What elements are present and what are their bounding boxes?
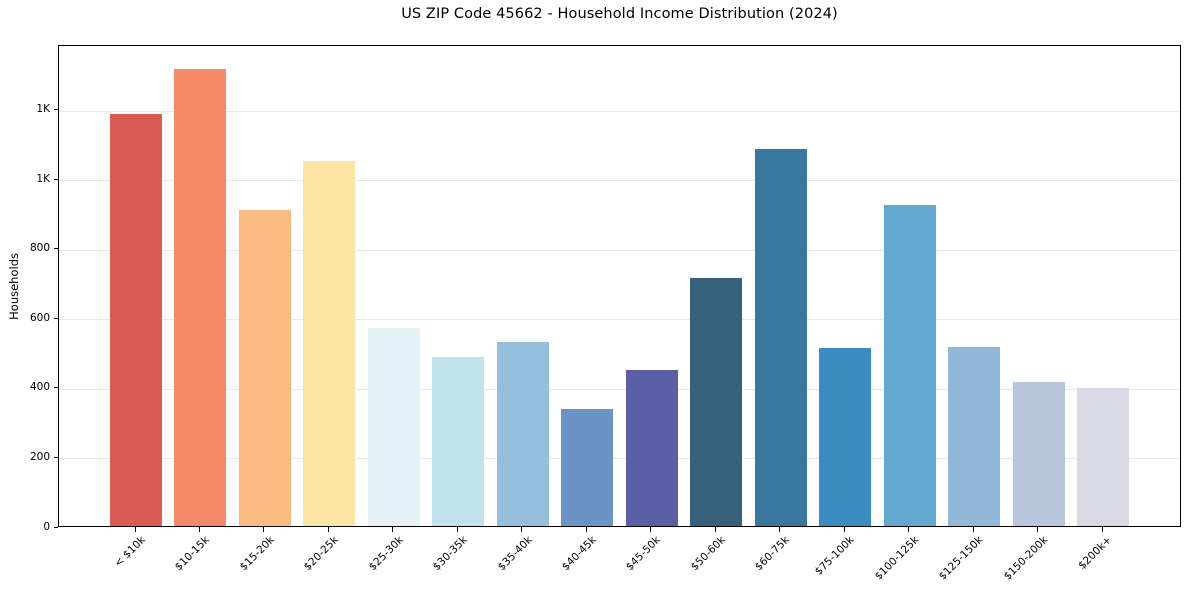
x-tick-label-15: $150-200k — [1001, 534, 1051, 583]
y-tick-mark — [53, 178, 58, 180]
y-tick-mark — [53, 248, 58, 250]
x-tick-mark — [521, 527, 523, 532]
x-tick-mark — [392, 527, 394, 532]
bar-2 — [174, 68, 227, 526]
y-tick-mark — [53, 387, 58, 389]
bar-1 — [110, 113, 162, 526]
bar-8 — [561, 409, 614, 526]
bar-3 — [238, 209, 291, 526]
bar-12 — [819, 348, 872, 526]
y-tick-mark — [53, 317, 58, 319]
y-tick-label-0: 0 — [43, 520, 50, 533]
y-tick-mark — [53, 456, 58, 458]
bar-5 — [367, 327, 420, 526]
x-tick-label-1: < $10k — [111, 534, 148, 570]
x-tick-mark — [263, 527, 265, 532]
gridline-600 — [59, 319, 1180, 321]
bar-15 — [1012, 381, 1065, 526]
x-tick-mark — [779, 527, 781, 532]
x-tick-label-11: $60-75k — [753, 534, 793, 574]
bar-6 — [432, 356, 485, 526]
x-tick-label-10: $50-60k — [688, 534, 728, 574]
x-tick-label-8: $40-45k — [559, 534, 599, 574]
x-tick-label-9: $45-50k — [624, 534, 664, 574]
x-tick-mark — [456, 527, 458, 532]
x-tick-label-2: $10-15k — [172, 534, 212, 574]
y-tick-label-200: 200 — [29, 450, 50, 463]
bar-13 — [883, 205, 936, 526]
x-tick-mark — [972, 527, 974, 532]
x-tick-label-7: $35-40k — [495, 534, 535, 574]
x-tick-mark — [1037, 527, 1039, 532]
bar-4 — [303, 160, 356, 526]
x-tick-label-4: $20-25k — [301, 534, 341, 574]
x-tick-label-14: $125-150k — [937, 534, 986, 583]
x-tick-mark — [1101, 527, 1103, 532]
bar-14 — [948, 347, 1001, 526]
x-tick-label-12: $75-100k — [812, 534, 857, 578]
x-tick-label-13: $100-125k — [872, 534, 922, 583]
x-tick-mark — [134, 527, 136, 532]
plot-area — [58, 45, 1181, 527]
y-tick-label-600: 600 — [29, 311, 50, 324]
x-tick-label-5: $25-30k — [366, 534, 406, 574]
bar-7 — [496, 342, 549, 526]
gridline-1200 — [59, 110, 1180, 112]
x-tick-mark — [714, 527, 716, 532]
x-tick-mark — [327, 527, 329, 532]
y-tick-mark — [53, 109, 58, 111]
x-tick-label-16: $200k+ — [1076, 534, 1115, 572]
gridline-400 — [59, 388, 1180, 390]
x-tick-mark — [843, 527, 845, 532]
gridline-1000 — [59, 180, 1180, 182]
x-tick-mark — [908, 527, 910, 532]
bar-10 — [690, 278, 743, 526]
x-tick-mark — [198, 527, 200, 532]
x-tick-mark — [650, 527, 652, 532]
bar-16 — [1077, 388, 1130, 526]
y-tick-label-1K: 1K — [36, 172, 50, 185]
x-tick-label-6: $30-35k — [430, 534, 470, 574]
gridline-800 — [59, 249, 1180, 251]
x-tick-mark — [585, 527, 587, 532]
chart-title: US ZIP Code 45662 - Household Income Dis… — [401, 6, 838, 22]
y-tick-label-800: 800 — [29, 242, 50, 255]
x-tick-label-3: $15-20k — [237, 534, 277, 574]
y-tick-label-400: 400 — [29, 381, 50, 394]
gridline-200 — [59, 458, 1180, 460]
bar-9 — [625, 370, 678, 526]
bar-11 — [754, 149, 807, 526]
y-axis-label-text: Households — [7, 252, 21, 320]
y-tick-label-1K: 1K — [36, 103, 50, 116]
y-tick-mark — [53, 526, 58, 528]
